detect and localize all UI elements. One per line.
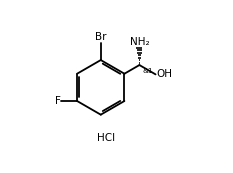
- Text: HCl: HCl: [97, 133, 115, 143]
- Text: Br: Br: [95, 32, 106, 42]
- Text: OH: OH: [157, 69, 172, 79]
- Text: F: F: [55, 96, 60, 106]
- Text: NH₂: NH₂: [130, 37, 149, 47]
- Text: &1: &1: [142, 68, 153, 74]
